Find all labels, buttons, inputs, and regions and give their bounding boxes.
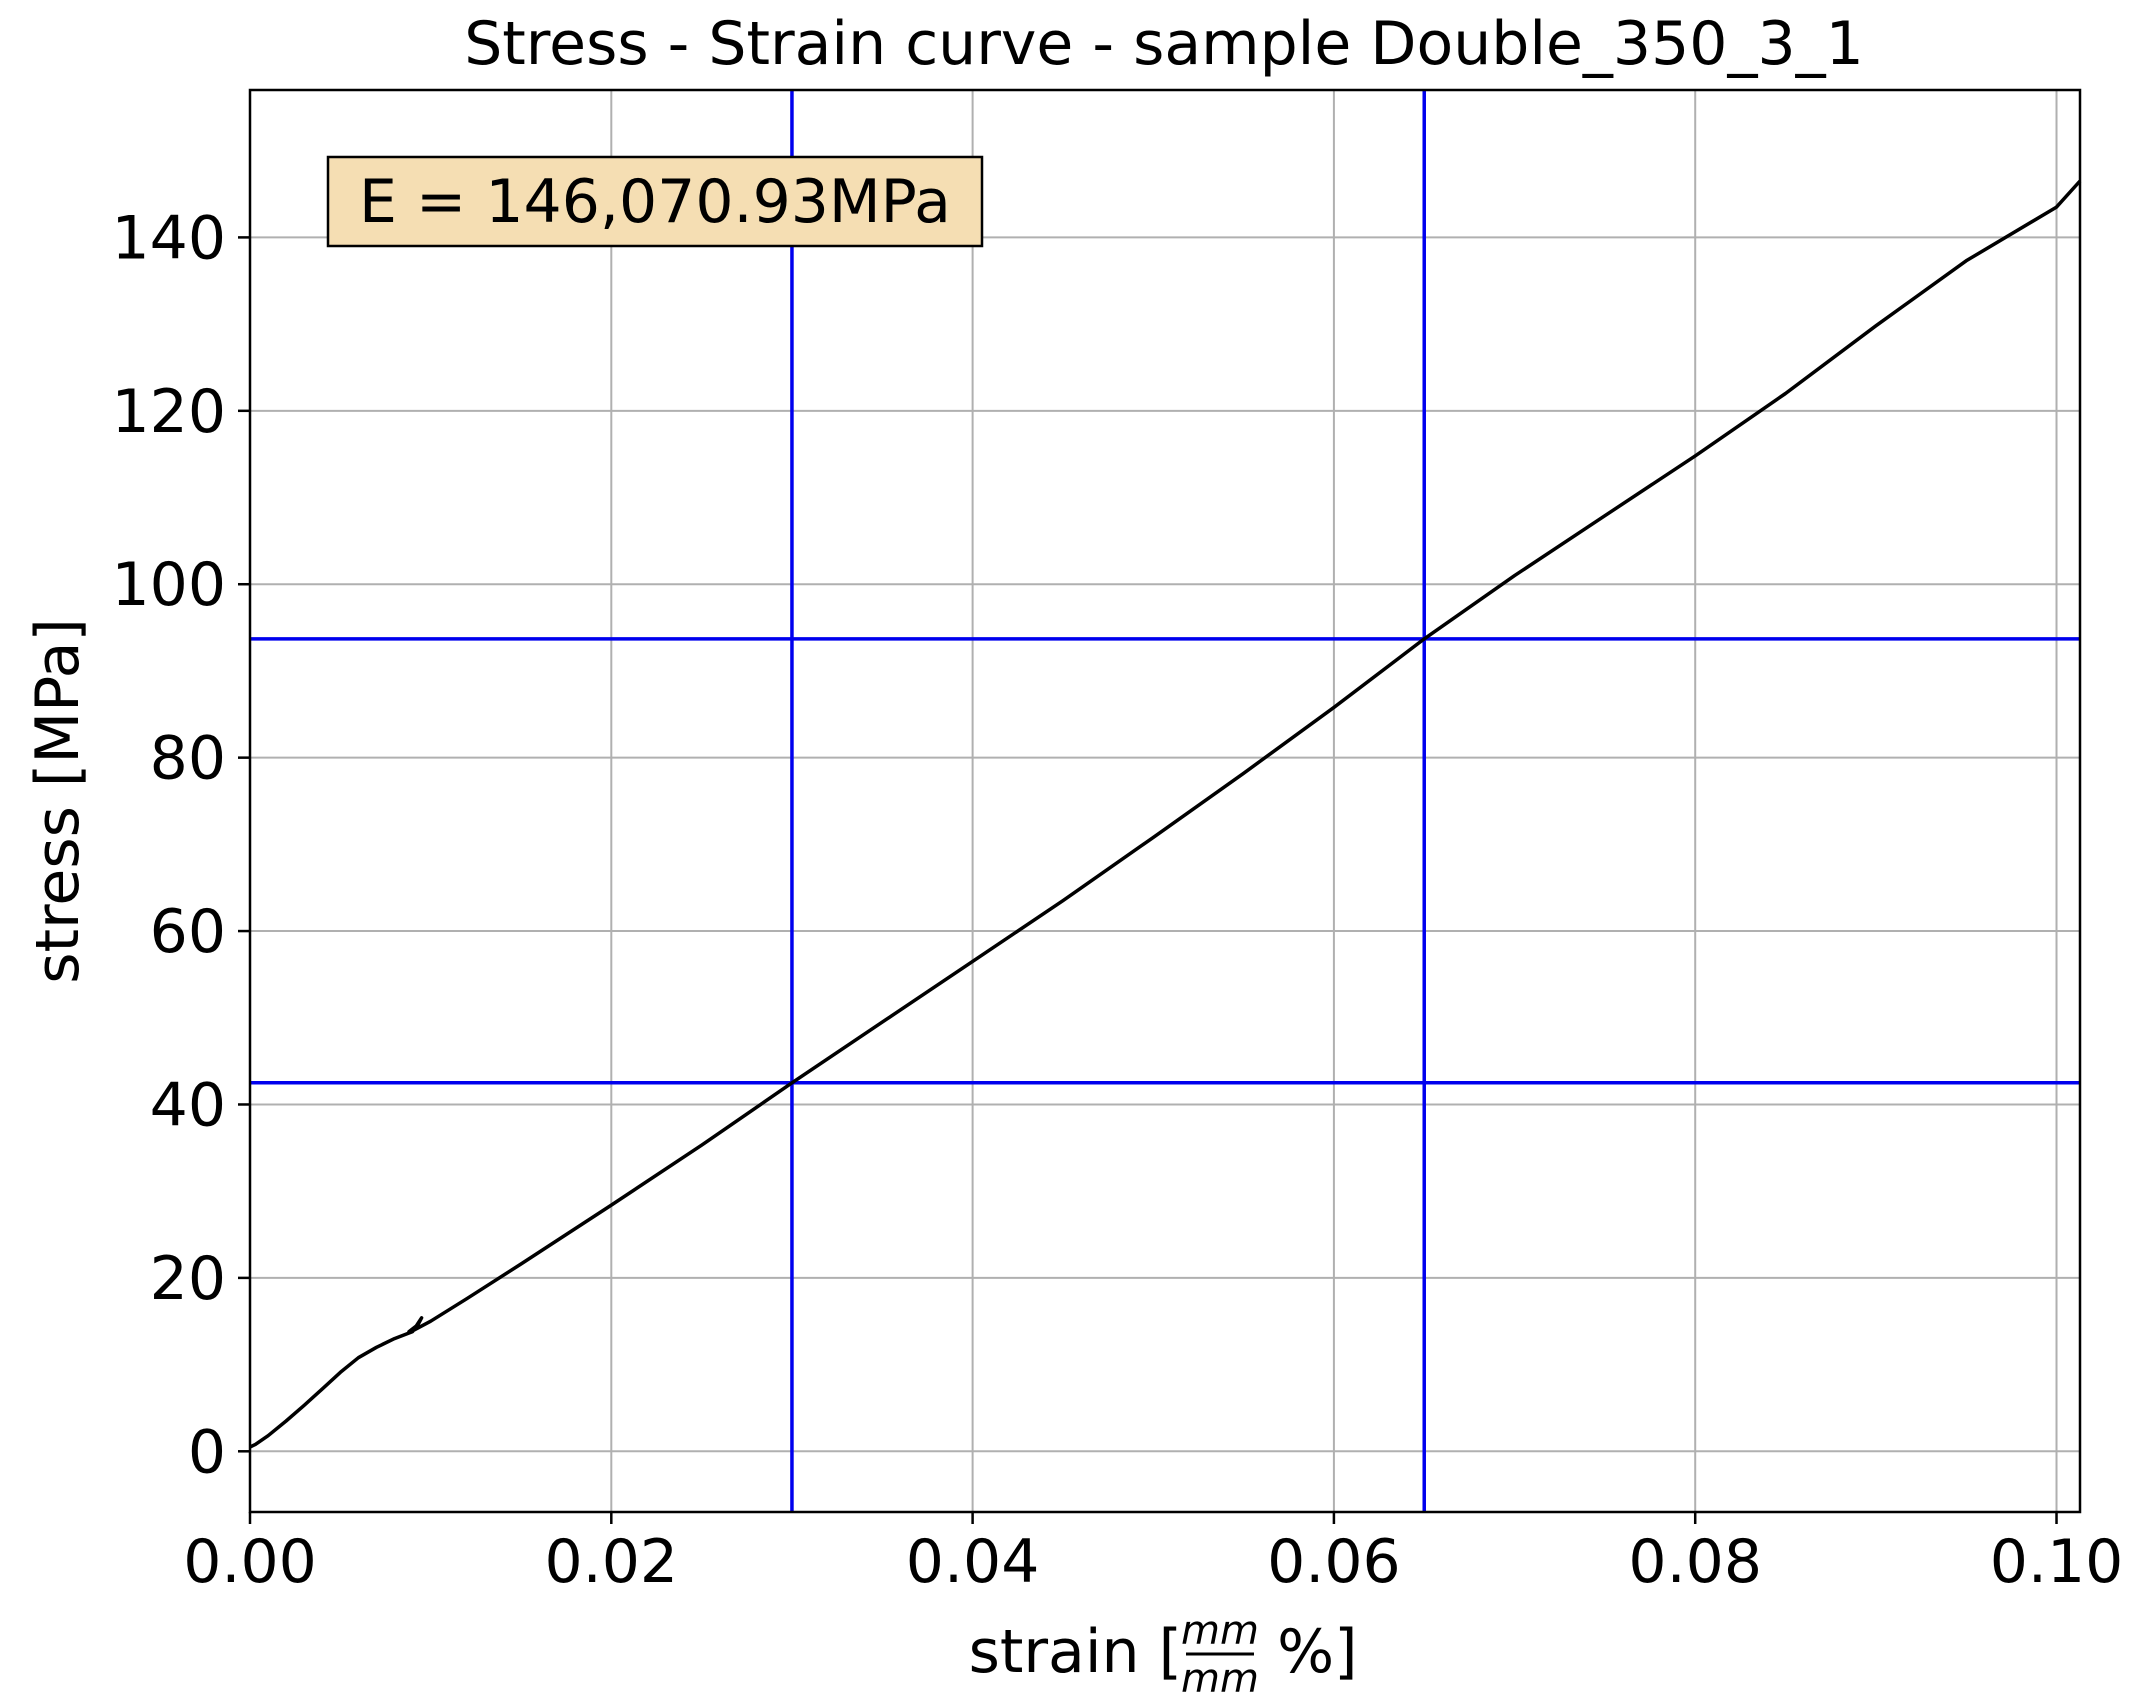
- plot-frame: [248, 88, 2082, 1514]
- grid: [250, 90, 2080, 1512]
- x-tick-label: 0.00: [183, 1527, 317, 1597]
- x-tick-label: 0.10: [1990, 1527, 2124, 1597]
- y-tick-label: 60: [150, 897, 226, 967]
- x-axis: 0.00 0.02 0.04 0.06 0.08 0.10: [183, 1512, 2123, 1597]
- x-tick-label: 0.02: [545, 1527, 679, 1597]
- y-axis: 0 20 40 60 80 100 120 140: [111, 203, 250, 1487]
- marker-lines: [250, 90, 2080, 1512]
- y-tick-label: 80: [150, 724, 226, 794]
- x-axis-label-prefix: strain [: [969, 1617, 1182, 1687]
- stress-strain-curve: [249, 179, 2082, 1449]
- y-tick-label: 100: [111, 550, 226, 620]
- x-axis-label-fraction-denominator: mm: [1181, 1656, 1259, 1702]
- x-axis-label-fraction-numerator: mm: [1181, 1608, 1259, 1654]
- y-axis-label: stress [MPa]: [23, 618, 93, 983]
- x-axis-label: strain [ mm mm %]: [969, 1608, 1358, 1702]
- annotation-text: E = 146,070.93MPa: [359, 167, 951, 237]
- y-tick-label: 140: [111, 203, 226, 273]
- x-tick-label: 0.06: [1267, 1527, 1401, 1597]
- y-tick-label: 0: [188, 1417, 226, 1487]
- x-tick-label: 0.08: [1628, 1527, 1762, 1597]
- annotation-box: E = 146,070.93MPa: [326, 155, 984, 248]
- chart-title: Stress - Strain curve - sample Double_35…: [464, 9, 1864, 79]
- curve-layer: [249, 179, 2082, 1449]
- y-tick-label: 120: [111, 377, 226, 447]
- annotation-background: [326, 155, 984, 248]
- y-tick-label: 20: [150, 1244, 226, 1314]
- x-tick-label: 0.04: [906, 1527, 1040, 1597]
- x-axis-label-suffix: %]: [1258, 1617, 1358, 1687]
- y-tick-label: 40: [150, 1070, 226, 1140]
